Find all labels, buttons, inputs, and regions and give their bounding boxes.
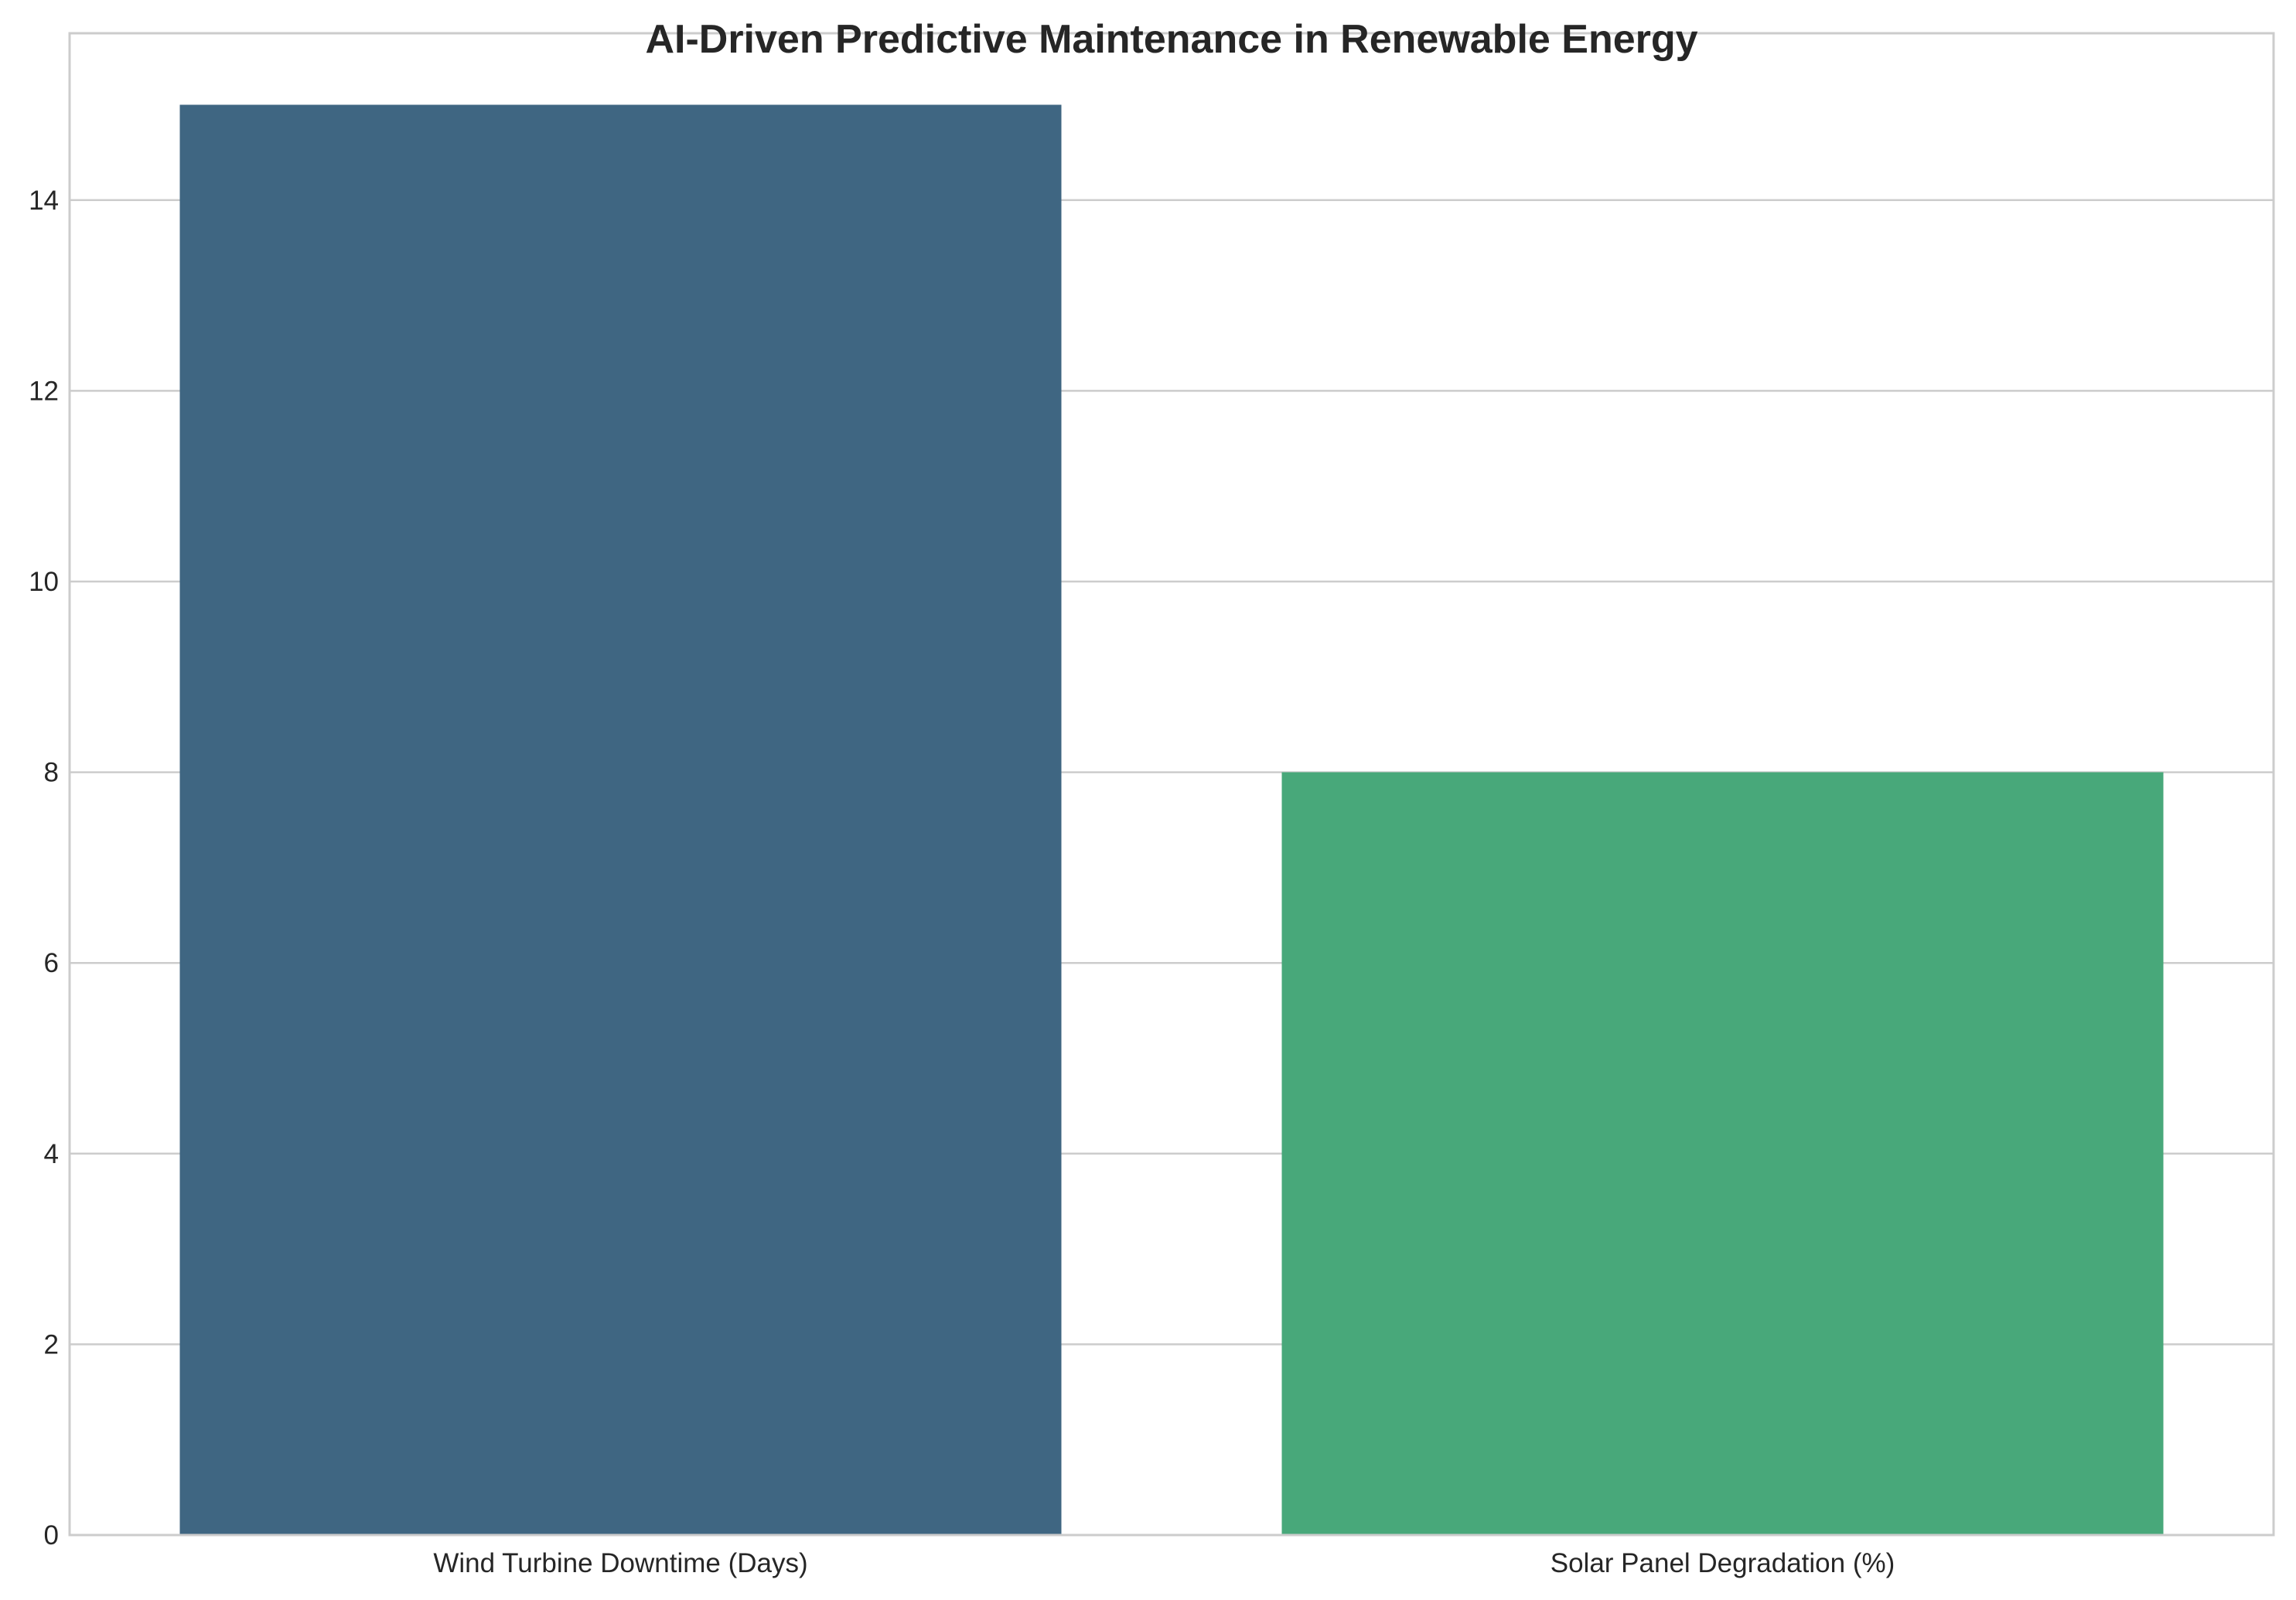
- y-tick-label: 4: [44, 1139, 59, 1169]
- y-tick-label: 12: [29, 376, 59, 406]
- chart-title: AI-Driven Predictive Maintenance in Rene…: [645, 17, 1697, 62]
- bar-wind-turbine-downtime: [179, 104, 1062, 1535]
- y-tick-label: 14: [29, 186, 59, 216]
- x-tick-label: Wind Turbine Downtime (Days): [433, 1548, 807, 1578]
- bars-layer: [179, 104, 2164, 1535]
- y-tick-label: 6: [44, 948, 59, 978]
- y-tick-label: 8: [44, 758, 59, 788]
- bar-solar-panel-degradation: [1281, 772, 2164, 1535]
- x-tick-label: Solar Panel Degradation (%): [1551, 1548, 1895, 1578]
- x-axis-ticks: Wind Turbine Downtime (Days) Solar Panel …: [433, 1548, 1895, 1578]
- y-axis-ticks: 0 2 4 6 8 10 12 14: [29, 186, 59, 1551]
- plot-frame: [68, 32, 2275, 1537]
- y-tick-label: 0: [44, 1520, 59, 1551]
- y-tick-label: 2: [44, 1329, 59, 1359]
- y-tick-label: 10: [29, 567, 59, 597]
